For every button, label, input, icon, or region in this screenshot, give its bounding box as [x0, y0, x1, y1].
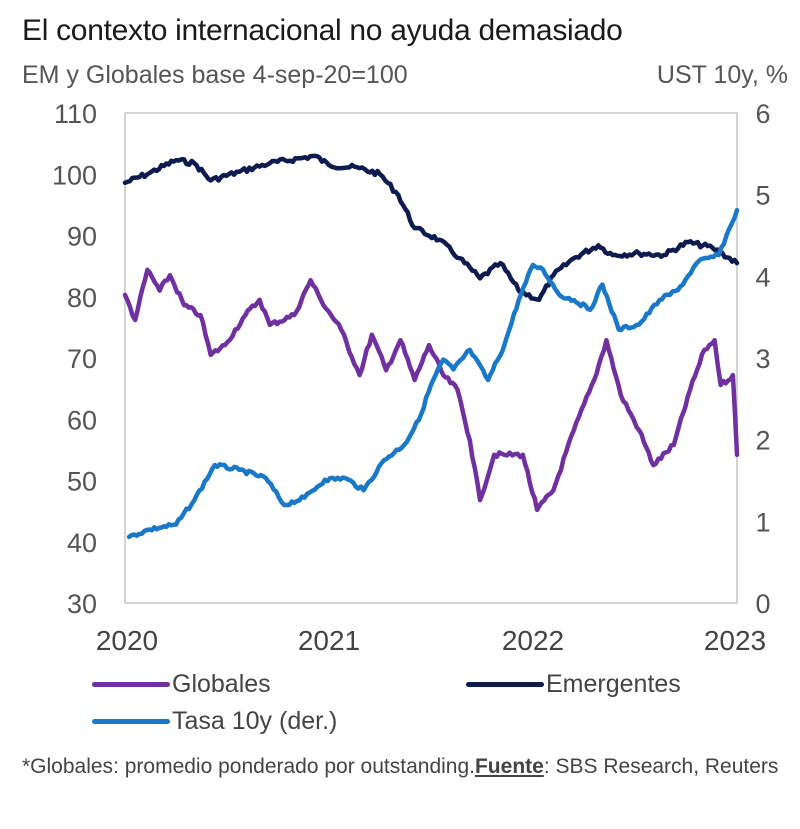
- left-tick-label: 30: [67, 589, 97, 619]
- legend-label-globales: Globales: [172, 670, 271, 698]
- plot-area-frame: [124, 112, 738, 604]
- right-tick-label: 6: [755, 99, 770, 129]
- left-tick-label: 50: [67, 467, 97, 497]
- x-tick-label: 2021: [298, 625, 360, 656]
- footnote: *Globales: promedio ponderado por outsta…: [22, 752, 792, 782]
- right-tick-label: 1: [755, 507, 770, 537]
- left-tick-label: 90: [67, 222, 97, 252]
- right-tick-label: 4: [755, 262, 770, 292]
- left-axis-title: EM y Globales base 4-sep-20=100: [22, 61, 408, 89]
- legend-label-emergentes: Emergentes: [546, 670, 681, 698]
- right-tick-label: 0: [755, 589, 770, 619]
- series-lines: [122, 153, 740, 540]
- x-tick-label: 2022: [502, 625, 564, 656]
- left-tick-label: 80: [67, 283, 97, 313]
- right-axis-title: UST 10y, %: [656, 61, 788, 89]
- left-tick-label: 40: [67, 528, 97, 558]
- legend-swatch-globales: [92, 682, 170, 687]
- series-line-emergentes: [122, 153, 740, 303]
- left-tick-label: 110: [54, 99, 97, 129]
- x-axis: 2020 2021 2022 2023: [96, 625, 766, 656]
- left-tick-label: 100: [52, 160, 97, 190]
- right-tick-label: 2: [755, 426, 770, 456]
- series-line-tasa-10y-der: [126, 207, 740, 540]
- legend-label-tasa-10y: Tasa 10y (der.): [172, 707, 338, 735]
- left-axis: 30 40 50 60 70 80 90 100 110: [52, 99, 97, 619]
- legend-swatch-tasa-10y: [92, 719, 170, 724]
- chart-title: El contexto internacional no ayuda demas…: [22, 14, 623, 47]
- left-tick-label: 60: [67, 405, 97, 435]
- series-line-globales: [122, 267, 740, 513]
- left-tick-label: 70: [67, 344, 97, 374]
- legend-swatch-emergentes: [466, 682, 544, 687]
- right-axis: 0 1 2 3 4 5 6: [755, 99, 770, 619]
- legend-item-emergentes: Emergentes: [466, 670, 681, 699]
- x-tick-label: 2020: [96, 625, 158, 656]
- footnote-text: *Globales: promedio ponderado por outsta…: [22, 755, 475, 778]
- legend-item-tasa-10y: Tasa 10y (der.): [92, 707, 337, 736]
- x-tick-label: 2023: [704, 625, 766, 656]
- footnote-source-text: : SBS Research, Reuters: [543, 755, 779, 778]
- right-tick-label: 5: [755, 181, 770, 211]
- legend-item-globales: Globales: [92, 670, 271, 699]
- right-tick-label: 3: [755, 344, 770, 374]
- footnote-source-label: Fuente: [474, 755, 544, 778]
